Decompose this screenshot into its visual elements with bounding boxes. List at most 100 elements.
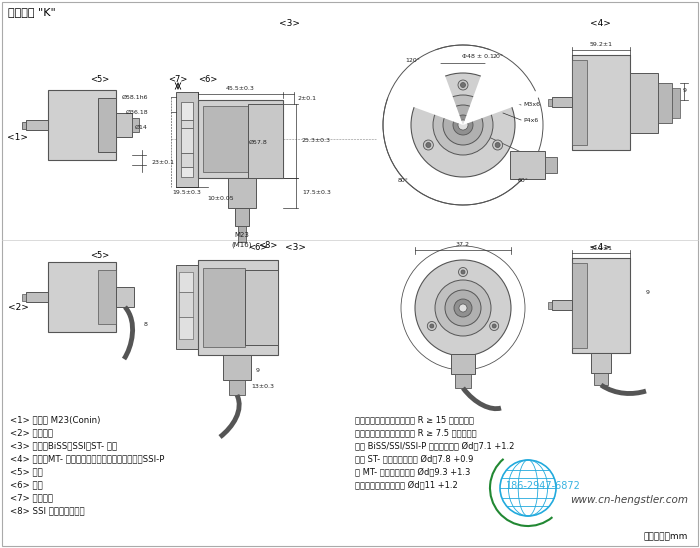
Bar bbox=[572, 60, 587, 145]
Text: <3>: <3> bbox=[284, 243, 305, 253]
Bar bbox=[116, 113, 132, 137]
Text: 2±0.1: 2±0.1 bbox=[298, 95, 317, 100]
Bar bbox=[203, 106, 248, 172]
Text: 10±0.05: 10±0.05 bbox=[208, 197, 234, 202]
Bar bbox=[26, 120, 48, 130]
Text: 使用现场总线时的电缆 Ød；11 +1.2: 使用现场总线时的电缆 Ød；11 +1.2 bbox=[355, 481, 458, 489]
Circle shape bbox=[458, 80, 468, 90]
Text: P4x6: P4x6 bbox=[523, 117, 538, 123]
Bar bbox=[179, 317, 193, 339]
Text: <4> 接口；MT- 并行（仅适用电缆）、现场总线、SSI-P: <4> 接口；MT- 并行（仅适用电缆）、现场总线、SSI-P bbox=[10, 454, 164, 464]
Text: <3> 接口；BiSS、SSI、ST- 并行: <3> 接口；BiSS、SSI、ST- 并行 bbox=[10, 442, 117, 450]
Bar bbox=[176, 265, 198, 349]
Bar bbox=[198, 260, 278, 355]
Text: 9: 9 bbox=[256, 368, 260, 373]
Bar bbox=[552, 300, 572, 310]
Text: Ø14: Ø14 bbox=[135, 124, 148, 129]
Text: 186-2947-6872: 186-2947-6872 bbox=[505, 481, 580, 491]
Bar bbox=[548, 99, 552, 106]
Circle shape bbox=[490, 322, 498, 330]
Text: <2>: <2> bbox=[8, 304, 29, 312]
Bar bbox=[572, 258, 630, 353]
Bar bbox=[179, 292, 193, 317]
Text: <2> 连接电缆: <2> 连接电缆 bbox=[10, 429, 53, 437]
Text: Φ48 ± 0.1: Φ48 ± 0.1 bbox=[462, 54, 494, 60]
Bar bbox=[229, 380, 245, 395]
Bar bbox=[238, 226, 246, 242]
Bar bbox=[203, 268, 245, 347]
Text: 17.5±0.3: 17.5±0.3 bbox=[302, 191, 331, 196]
Text: 37.2: 37.2 bbox=[456, 242, 470, 247]
Circle shape bbox=[458, 267, 468, 277]
Text: <7> 二者选一: <7> 二者选一 bbox=[10, 494, 53, 503]
Text: 夾紧法兰 "K": 夾紧法兰 "K" bbox=[8, 7, 56, 17]
Bar bbox=[245, 270, 278, 345]
Circle shape bbox=[430, 324, 434, 328]
Text: 59.2±1: 59.2±1 bbox=[589, 246, 612, 250]
Bar bbox=[116, 287, 134, 307]
Circle shape bbox=[493, 140, 503, 150]
Bar bbox=[98, 270, 116, 324]
Text: M23: M23 bbox=[234, 232, 249, 238]
Circle shape bbox=[454, 299, 472, 317]
Text: <6>: <6> bbox=[248, 243, 267, 253]
Bar bbox=[176, 92, 198, 187]
Text: M3x6: M3x6 bbox=[523, 102, 540, 107]
Bar bbox=[223, 355, 251, 380]
Text: <6>: <6> bbox=[198, 76, 218, 84]
Bar bbox=[451, 354, 475, 374]
Circle shape bbox=[461, 83, 466, 88]
Bar bbox=[132, 118, 139, 132]
Circle shape bbox=[415, 260, 511, 356]
Text: <7>: <7> bbox=[168, 76, 188, 84]
Bar bbox=[630, 73, 658, 133]
Bar bbox=[181, 167, 193, 177]
Text: 60°: 60° bbox=[517, 178, 528, 182]
Text: 用 MT- 总线口时的电缆 Ød；9.3 +1.3: 用 MT- 总线口时的电缆 Ød；9.3 +1.3 bbox=[355, 467, 470, 477]
Text: 13±0.3: 13±0.3 bbox=[251, 385, 274, 390]
Text: 使用 ST- 总线口时的电缆 Ød；7.8 +0.9: 使用 ST- 总线口时的电缆 Ød；7.8 +0.9 bbox=[355, 454, 473, 464]
Bar bbox=[181, 120, 193, 128]
Wedge shape bbox=[463, 45, 543, 125]
Bar bbox=[672, 88, 680, 118]
Bar bbox=[181, 128, 193, 153]
Text: <1> 连接器 M23(Conin): <1> 连接器 M23(Conin) bbox=[10, 415, 100, 425]
Text: <5>: <5> bbox=[90, 76, 110, 84]
Bar bbox=[98, 98, 116, 152]
Circle shape bbox=[459, 304, 467, 312]
Bar bbox=[248, 104, 283, 178]
Circle shape bbox=[383, 45, 543, 205]
Text: 8: 8 bbox=[144, 323, 148, 328]
Circle shape bbox=[461, 270, 465, 274]
Text: Ø58.1h6: Ø58.1h6 bbox=[122, 94, 148, 100]
Text: <4>: <4> bbox=[589, 243, 610, 253]
Circle shape bbox=[401, 246, 525, 370]
Text: 19.5±0.3: 19.5±0.3 bbox=[173, 190, 202, 195]
Bar bbox=[22, 294, 26, 301]
Bar bbox=[48, 90, 116, 160]
Bar bbox=[510, 151, 545, 179]
Text: 120°: 120° bbox=[405, 58, 421, 62]
Bar bbox=[228, 178, 256, 208]
Bar bbox=[181, 153, 193, 167]
Circle shape bbox=[424, 140, 433, 150]
Bar bbox=[26, 292, 48, 302]
Bar bbox=[235, 208, 249, 226]
Bar bbox=[572, 263, 587, 348]
Bar bbox=[48, 262, 116, 332]
Circle shape bbox=[495, 142, 500, 147]
Text: 80°: 80° bbox=[398, 178, 408, 182]
Circle shape bbox=[411, 73, 515, 177]
Bar bbox=[591, 353, 611, 373]
Text: 9: 9 bbox=[683, 88, 687, 93]
Text: 20°: 20° bbox=[493, 54, 503, 60]
Wedge shape bbox=[383, 45, 463, 125]
Text: <1>: <1> bbox=[8, 134, 29, 142]
Bar bbox=[22, 122, 26, 129]
Text: 59.2±1: 59.2±1 bbox=[589, 43, 612, 48]
Text: 固定安装时的电缆弯曲半径 R ≥ 7.5 倍电缆直径: 固定安装时的电缆弯曲半径 R ≥ 7.5 倍电缆直径 bbox=[355, 429, 477, 437]
Bar bbox=[548, 302, 552, 309]
Circle shape bbox=[492, 324, 496, 328]
Bar bbox=[594, 373, 608, 385]
Text: <5>: <5> bbox=[90, 250, 110, 260]
